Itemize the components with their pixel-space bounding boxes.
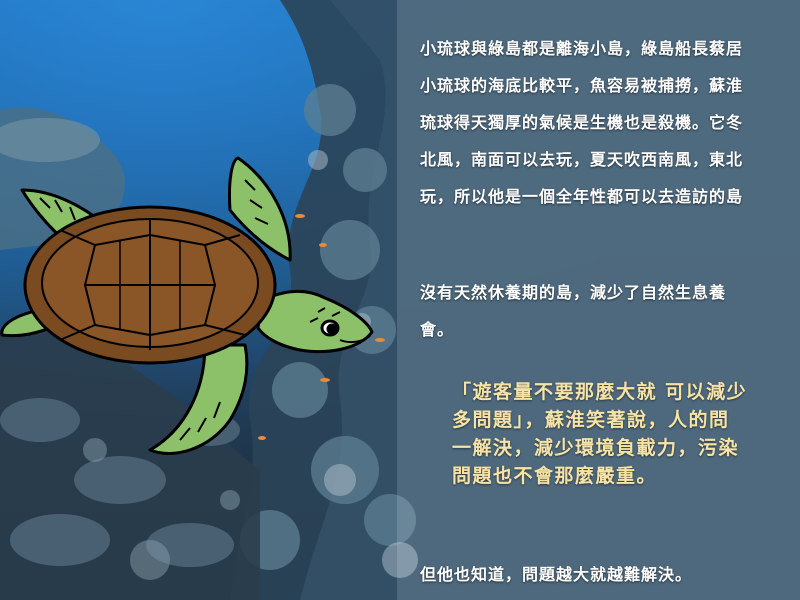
quote-line: 問題也不會那麼嚴重。 bbox=[452, 465, 658, 487]
paragraph-closing: 但他也知道，問題越大就越難解決。 bbox=[420, 556, 692, 593]
quote-line: 「遊客量不要那麼大就 可以減少 bbox=[452, 381, 748, 403]
text-line: 小琉球的海底比較平，魚容易被捕撈，蘇淮 bbox=[420, 76, 744, 95]
paragraph-intro: 小琉球與綠島都是離海小島，綠島船長蔡居 小琉球的海底比較平，魚容易被捕撈，蘇淮 … bbox=[420, 30, 743, 215]
quote-line: 多問題」，蘇淮笑著說，人的問 bbox=[452, 409, 730, 431]
text-line: 玩，所以他是一個全年性都可以去造訪的島 bbox=[420, 187, 744, 206]
text-line: 北風，南面可以去玩，夏天吹西南風，東北 bbox=[420, 150, 744, 169]
quote-line: 一解決，減少環境負載力，污染 bbox=[452, 437, 740, 459]
text-panel-overlay bbox=[397, 0, 800, 600]
text-line: 琉球得天獨厚的氣候是生機也是殺機。它冬 bbox=[420, 113, 744, 132]
paragraph-no-rest-period: 沒有天然休養期的島，減少了自然生息養 會。 bbox=[420, 274, 726, 348]
text-line: 但他也知道，問題越大就越難解決。 bbox=[420, 565, 693, 584]
pull-quote: 「遊客量不要那麼大就 可以減少 多問題」，蘇淮笑著說，人的問 一解決，減少環境負… bbox=[452, 378, 747, 490]
text-line: 會。 bbox=[420, 320, 455, 339]
text-line: 小琉球與綠島都是離海小島，綠島船長蔡居 bbox=[420, 39, 744, 58]
text-line: 沒有天然休養期的島，減少了自然生息養 bbox=[420, 283, 727, 302]
sea-turtle-illustration bbox=[0, 156, 374, 455]
